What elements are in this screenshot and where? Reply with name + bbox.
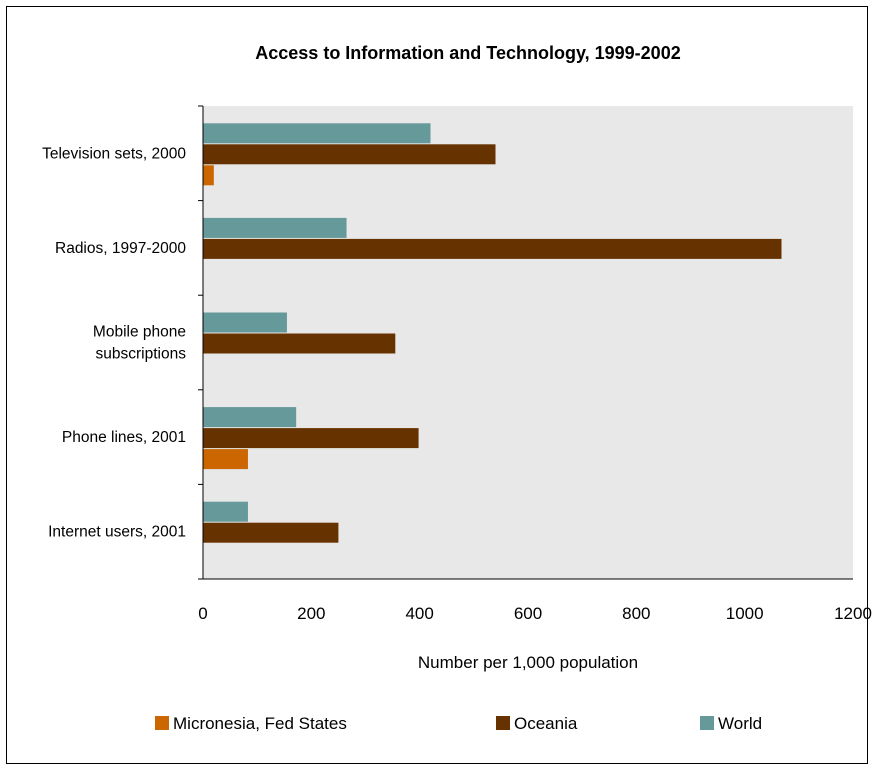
x-tick-label: 1000 xyxy=(726,604,764,623)
category-label: Television sets, 2000 xyxy=(42,145,186,162)
category-labels: Television sets, 2000 Radios, 1997-2000 Mo… xyxy=(42,145,186,540)
x-tick-label: 800 xyxy=(622,604,650,623)
bars-group xyxy=(203,123,782,543)
bar-micronesia-fed-states-0 xyxy=(203,165,214,186)
bar-oceania-1 xyxy=(203,238,782,259)
bar-oceania-4 xyxy=(203,522,339,543)
category-label: subscriptions xyxy=(96,346,187,363)
category-label: Radios, 1997-2000 xyxy=(55,240,186,257)
bar-oceania-0 xyxy=(203,144,496,165)
x-tick-label: 400 xyxy=(405,604,433,623)
bar-world-1 xyxy=(203,217,347,238)
bar-world-0 xyxy=(203,123,431,144)
category-label: Phone lines, 2001 xyxy=(62,429,186,446)
x-tick-label: 600 xyxy=(514,604,542,623)
legend-label-micronesia-fed-states: Micronesia, Fed States xyxy=(173,714,347,733)
bar-micronesia-fed-states-3 xyxy=(203,449,248,470)
legend: Micronesia, Fed States Oceania World xyxy=(155,714,762,733)
legend-swatch-world xyxy=(700,716,714,730)
legend-label-oceania: Oceania xyxy=(514,714,578,733)
axes-group xyxy=(198,105,853,580)
legend-swatch-oceania xyxy=(496,716,510,730)
legend-label-world: World xyxy=(718,714,762,733)
x-tick-label: 1200 xyxy=(834,604,872,623)
x-tick-label: 200 xyxy=(297,604,325,623)
bar-world-2 xyxy=(203,312,287,333)
category-label: Internet users, 2001 xyxy=(48,524,186,541)
x-axis-label: Number per 1,000 population xyxy=(418,653,638,672)
x-tick-labels: 0 200 400 600 800 1000 1200 xyxy=(198,604,872,623)
x-tick-label: 0 xyxy=(198,604,207,623)
category-label: Mobile phone xyxy=(93,324,186,341)
bar-world-3 xyxy=(203,407,297,428)
chart-title: Access to Information and Technology, 19… xyxy=(255,43,680,63)
bar-oceania-2 xyxy=(203,333,396,354)
bar-oceania-3 xyxy=(203,428,419,449)
bar-world-4 xyxy=(203,501,248,522)
legend-swatch-micronesia-fed-states xyxy=(155,716,169,730)
